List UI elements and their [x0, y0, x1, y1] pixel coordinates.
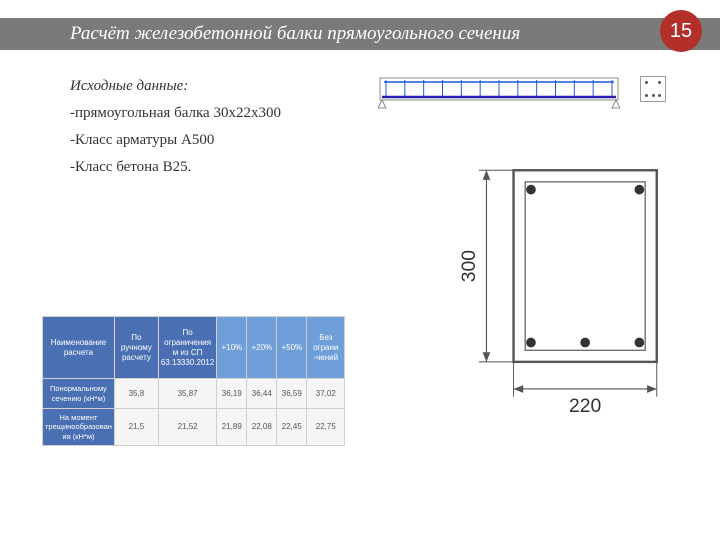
col-header: Наименование расчета — [43, 317, 115, 379]
table-cell: 21,5 — [114, 409, 158, 446]
table-cell: 22,08 — [247, 409, 277, 446]
beam-elevation-diagram — [378, 76, 620, 112]
page-title: Расчёт железобетонной балки прямоугольно… — [70, 23, 520, 45]
slide-number-badge: 15 — [660, 10, 702, 52]
table-cell: 37,02 — [307, 379, 345, 409]
col-header: По ручному расчету — [114, 317, 158, 379]
row-label: На момент трещинообразован ия (кН*м) — [43, 409, 115, 446]
header-bar: Расчёт железобетонной балки прямоугольно… — [0, 18, 720, 50]
table-cell: 21,52 — [158, 409, 216, 446]
table-cell: 35,8 — [114, 379, 158, 409]
source-line: -Класс бетона В25. — [70, 159, 370, 176]
source-line: -прямоугольная балка 30х22х300 — [70, 105, 370, 122]
col-header: По ограничения м из СП 63.13330.2012 — [158, 317, 216, 379]
svg-text:300: 300 — [458, 250, 480, 282]
col-header: +10% — [217, 317, 247, 379]
table-cell: 21,89 — [217, 409, 247, 446]
table-cell: 36,19 — [217, 379, 247, 409]
table-cell: 22,45 — [277, 409, 307, 446]
cross-section-diagram: 300 220 — [440, 148, 680, 448]
table-cell: 22,75 — [307, 409, 345, 446]
row-label: Понормальному сечению (кН*м) — [43, 379, 115, 409]
table-row: На момент трещинообразован ия (кН*м)21,5… — [43, 409, 345, 446]
section-thumbnail — [640, 76, 666, 102]
table-row: Понормальному сечению (кН*м)35,835,8736,… — [43, 379, 345, 409]
table-cell: 36,44 — [247, 379, 277, 409]
table-header-row: Наименование расчета По ручному расчету … — [43, 317, 345, 379]
source-data-block: Исходные данные: -прямоугольная балка 30… — [70, 78, 370, 186]
col-header: +20% — [247, 317, 277, 379]
results-table: Наименование расчета По ручному расчету … — [42, 316, 345, 446]
table-cell: 36,59 — [277, 379, 307, 409]
table-cell: 35,87 — [158, 379, 216, 409]
svg-text:220: 220 — [569, 395, 601, 417]
col-header: +50% — [277, 317, 307, 379]
source-heading: Исходные данные: — [70, 78, 370, 95]
source-line: -Класс арматуры А500 — [70, 132, 370, 149]
col-header: Без ограни -чений — [307, 317, 345, 379]
